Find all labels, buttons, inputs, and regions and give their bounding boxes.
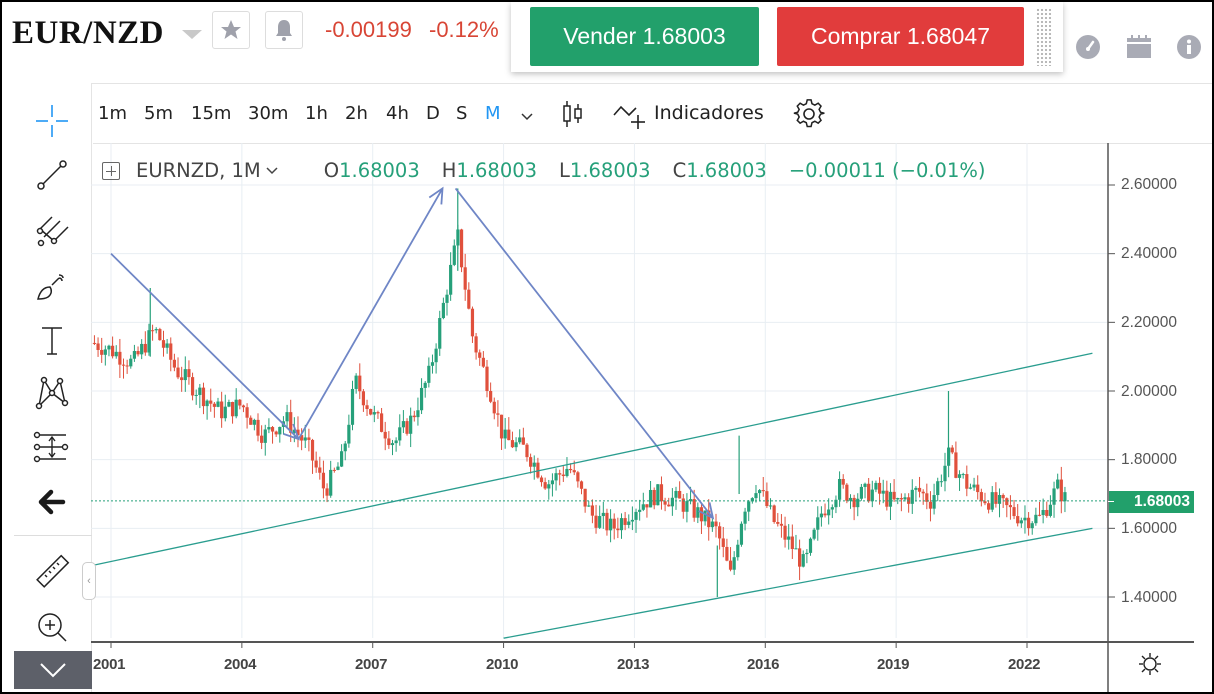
chart-type-button[interactable] [561,99,585,134]
expand-legend-icon[interactable] [102,161,120,180]
speed-button[interactable] [1075,34,1101,60]
bell-icon [276,20,292,41]
timeframe-4h[interactable]: 4h [386,103,409,124]
price-tick: 1.60000 [1121,520,1178,537]
price-tick: 2.40000 [1121,245,1178,262]
ruler-tool[interactable] [28,550,76,594]
axis-settings-button[interactable] [1136,650,1164,678]
trade-panel: Vender 1.68003 Comprar 1.68047 [511,2,1063,72]
info-button[interactable] [1176,34,1202,60]
open-label: O [323,159,340,182]
chart-toolbar: 1m 5m 15m 30m 1h 2h 4h D S M Indicadores [93,84,1212,144]
divider [14,83,1212,84]
buy-button[interactable]: Comprar 1.68047 [777,7,1024,66]
timeframe-s[interactable]: S [456,103,468,124]
timeframe-m[interactable]: M [485,103,501,124]
calendar-button[interactable] [1126,34,1152,60]
gauge-icon [1076,35,1100,59]
timeframe-1m[interactable]: 1m [98,103,127,124]
symbol-dropdown-caret-icon[interactable] [182,30,202,39]
open-value: 1.68003 [339,159,420,182]
pattern-tool[interactable] [28,371,76,415]
alert-button[interactable] [265,11,303,49]
sun-icon [1139,653,1161,675]
low-label: L [559,159,570,182]
time-tick: 2016 [747,656,780,673]
indicators-label[interactable]: Indicadores [654,102,764,124]
brush-icon [37,274,64,300]
time-tick: 2004 [224,656,257,673]
time-tick: 2013 [617,656,650,673]
expand-panel-handle[interactable]: ‹ [82,562,96,600]
collapse-toolbar-button[interactable] [14,651,92,689]
timeframe-2h[interactable]: 2h [345,103,368,124]
current-price-label: 1.68003 [1108,491,1194,513]
legend-change: −0.00011 (−0.01%) [788,159,986,182]
time-tick: 2010 [486,656,519,673]
settings-button[interactable] [793,98,825,135]
measure-lines-icon [33,431,69,463]
low-value: 1.68003 [569,159,651,182]
chevron-down-icon [521,113,533,121]
zoom-in-tool[interactable] [28,605,76,649]
timeframe-30m[interactable]: 30m [248,103,289,124]
close-value: 1.68003 [686,159,767,182]
time-tick: 2001 [93,656,126,673]
price-tick: 2.20000 [1121,314,1178,331]
sell-button[interactable]: Vender 1.68003 [530,7,759,66]
drag-handle-icon[interactable] [1036,8,1052,66]
pitchfork-tool[interactable] [28,209,76,253]
arrow-left-icon [38,489,66,515]
favorite-button[interactable] [212,11,250,49]
high-label: H [441,159,457,182]
trend-line-icon [37,160,67,190]
more-timeframes-button[interactable] [521,108,533,126]
brush-tool[interactable] [28,265,76,309]
change-percent: -0.12% [429,17,499,42]
star-icon [221,20,241,39]
text-icon [42,327,62,355]
info-icon [1177,35,1201,59]
timeframe-15m[interactable]: 15m [191,103,232,124]
chevron-down-icon[interactable] [266,166,278,175]
price-tick: 1.80000 [1121,451,1178,468]
price-tick: 1.40000 [1121,589,1178,606]
back-button[interactable] [28,480,76,524]
change-absolute: -0.00199 [325,17,412,42]
chevron-down-icon [40,663,66,678]
time-tick: 2007 [355,656,388,673]
timeframe-5m[interactable]: 5m [144,103,173,124]
pattern-icon [35,376,69,410]
time-tick: 2022 [1008,656,1041,673]
calendar-icon [1127,35,1151,58]
divider [14,535,92,536]
trend-line-tool[interactable] [28,153,76,197]
indicators-icon [613,105,645,129]
text-tool[interactable] [28,319,76,363]
crosshair-tool[interactable] [28,99,76,143]
timeframe-d[interactable]: D [426,103,440,124]
legend-title[interactable]: EURNZD, 1M [136,159,261,182]
time-tick: 2019 [877,656,910,673]
gear-icon [793,99,825,128]
indicators-button[interactable] [612,101,648,136]
ruler-icon [36,554,70,588]
drawing-toolbar [14,83,92,692]
price-tick: 2.60000 [1121,176,1178,193]
timeframe-1h[interactable]: 1h [305,103,328,124]
candlestick-icon [563,101,582,127]
zoom-in-icon [38,613,67,642]
pitchfork-icon [36,216,69,247]
close-label: C [672,159,687,182]
crosshair-icon [36,105,68,137]
measure-lines-tool[interactable] [28,425,76,469]
symbol-title: EUR/NZD [12,15,165,51]
price-tick: 2.00000 [1121,383,1178,400]
high-value: 1.68003 [456,159,538,182]
